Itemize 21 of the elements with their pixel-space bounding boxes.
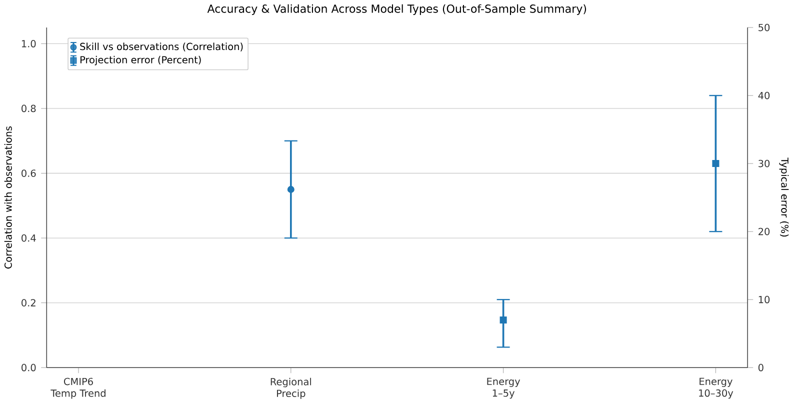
y2-tick-label: 10: [758, 296, 770, 304]
y-tick-label: 0.8: [22, 104, 36, 112]
legend-label: Skill vs observations (Correlation): [80, 42, 243, 52]
y-tick-label: 0.2: [22, 298, 36, 306]
y-axis-title: Correlation with observations: [4, 126, 12, 268]
x-tick-label: Energy 1–5y: [487, 378, 520, 399]
y2-axis-title: Typical error (%): [779, 158, 789, 236]
legend-label: Projection error (Percent): [80, 56, 201, 66]
y2-tick-label: 20: [758, 228, 770, 236]
x-tick-label: CMIP6 Temp Trend: [50, 378, 106, 399]
y-tick-label: 0.0: [22, 364, 36, 372]
y2-tick-label: 50: [758, 24, 770, 32]
y-tick-label: 0.6: [22, 169, 36, 177]
y2-tick-label: 40: [758, 92, 770, 100]
chart-title: Accuracy & Validation Across Model Types (Out-of-Sample Summary): [207, 4, 586, 15]
x-tick-label: Regional Precip: [270, 378, 312, 399]
x-tick-label: Energy 10–30y: [699, 378, 734, 399]
y-tick-label: 0.4: [22, 234, 36, 242]
y2-tick-label: 0: [758, 364, 764, 372]
y-tick-label: 1.0: [22, 40, 36, 48]
y2-tick-label: 30: [758, 160, 770, 168]
